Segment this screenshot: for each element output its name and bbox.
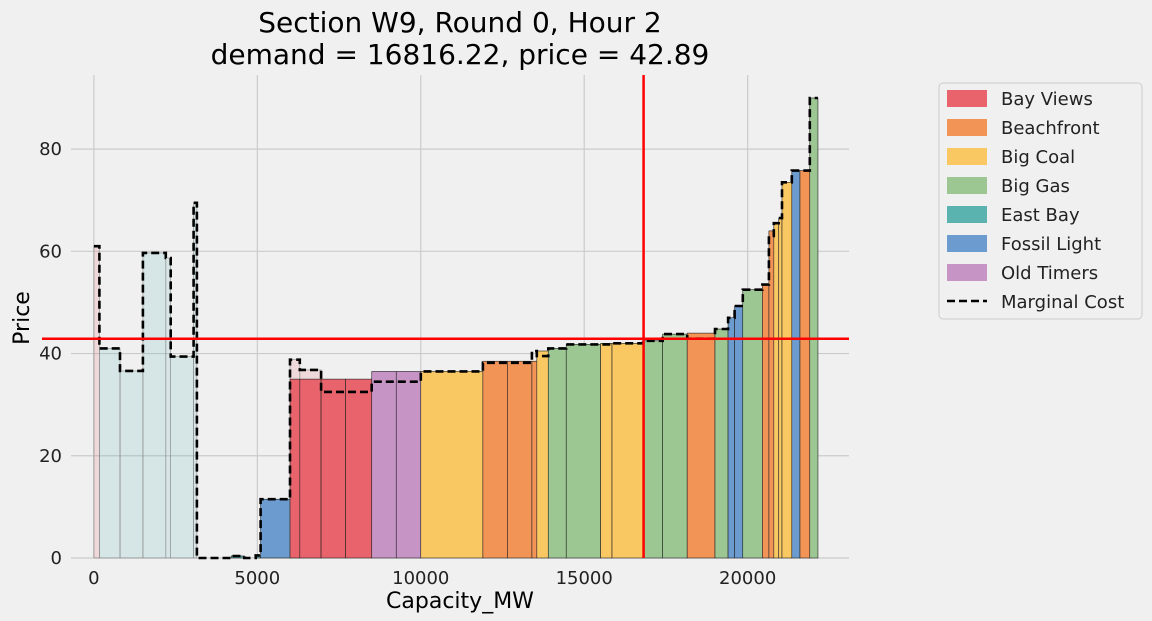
reference-lines-layer	[42, 75, 849, 558]
supply-bar	[662, 333, 688, 559]
y-tick-label: 60	[39, 241, 62, 262]
supply-bar	[773, 222, 780, 559]
supply-bar	[600, 343, 613, 559]
supply-bar	[686, 332, 716, 559]
supply-bar	[289, 378, 301, 559]
supply-bar	[170, 356, 194, 559]
supply-bar	[547, 348, 567, 559]
legend-label: Bay Views	[1001, 89, 1093, 110]
y-axis-label: Price	[10, 291, 35, 345]
chart-title-line2: demand = 16816.22, price = 42.89	[211, 38, 710, 71]
supply-bar	[536, 350, 549, 559]
supply-bar	[714, 328, 729, 559]
legend-swatch	[947, 264, 987, 281]
x-axis-label: Capacity_MW	[386, 589, 534, 614]
supply-bar	[320, 378, 346, 559]
supply-bar	[781, 182, 793, 559]
supply-bar	[611, 343, 644, 559]
supply-bar	[642, 340, 663, 559]
x-tick-label: 10000	[392, 568, 449, 589]
supply-bar	[531, 360, 538, 559]
legend: Bay Views Beachfront Big Coal Big Gas East B…	[938, 82, 1143, 320]
supply-bar	[119, 370, 144, 559]
legend-swatch	[947, 148, 987, 165]
supply-bar	[420, 371, 484, 559]
supply-bar	[565, 344, 601, 559]
marginal-cost-line	[93, 96, 818, 560]
legend-swatch	[947, 90, 987, 107]
supply-bar	[345, 378, 373, 559]
y-tick-label: 40	[39, 344, 62, 365]
supply-bar	[142, 252, 167, 559]
legend-label: Fossil Light	[1001, 234, 1101, 255]
legend-swatch	[947, 119, 987, 136]
supply-bar	[507, 360, 533, 559]
x-tick-label: 0	[88, 568, 99, 589]
tick-labels-layer: 0 5000 10000 15000 20000 0 20 40 60 80	[39, 139, 776, 589]
x-tick-label: 15000	[556, 568, 613, 589]
supply-bar	[778, 217, 783, 559]
legend-label: Old Timers	[1001, 263, 1098, 284]
y-tick-label: 80	[39, 139, 62, 160]
legend-swatch	[947, 177, 987, 194]
legend-items: Bay Views Beachfront Big Coal Big Gas East B…	[947, 89, 1124, 313]
supply-bar	[791, 170, 801, 559]
supply-bar	[371, 371, 397, 559]
legend-label: Beachfront	[1001, 118, 1100, 139]
legend-label: East Bay	[1001, 205, 1080, 226]
supply-bar	[482, 360, 508, 559]
supply-bar	[809, 97, 819, 559]
supply-bar	[762, 284, 770, 559]
supply-bar	[395, 371, 422, 559]
x-tick-label: 5000	[234, 568, 280, 589]
legend-swatch	[947, 206, 987, 223]
y-tick-label: 20	[39, 446, 62, 467]
legend-swatch	[947, 235, 987, 252]
chart-title-line1: Section W9, Round 0, Hour 2	[258, 6, 662, 39]
supply-bar	[742, 289, 763, 559]
bars-layer	[93, 97, 819, 559]
x-tick-label: 20000	[719, 568, 776, 589]
y-tick-label: 0	[51, 548, 62, 569]
legend-label: Big Gas	[1001, 176, 1070, 197]
supply-bar	[727, 317, 735, 559]
supply-bar	[260, 498, 291, 559]
supply-bar	[799, 170, 811, 559]
supply-bar	[299, 378, 322, 559]
supply-bar	[99, 348, 121, 559]
legend-label: Marginal Cost	[1001, 292, 1124, 313]
marginal-cost-layer	[93, 96, 818, 560]
legend-label: Big Coal	[1001, 147, 1075, 168]
legend-frame	[938, 82, 1143, 320]
supply-bar	[734, 305, 744, 559]
supply-bar	[165, 257, 172, 559]
